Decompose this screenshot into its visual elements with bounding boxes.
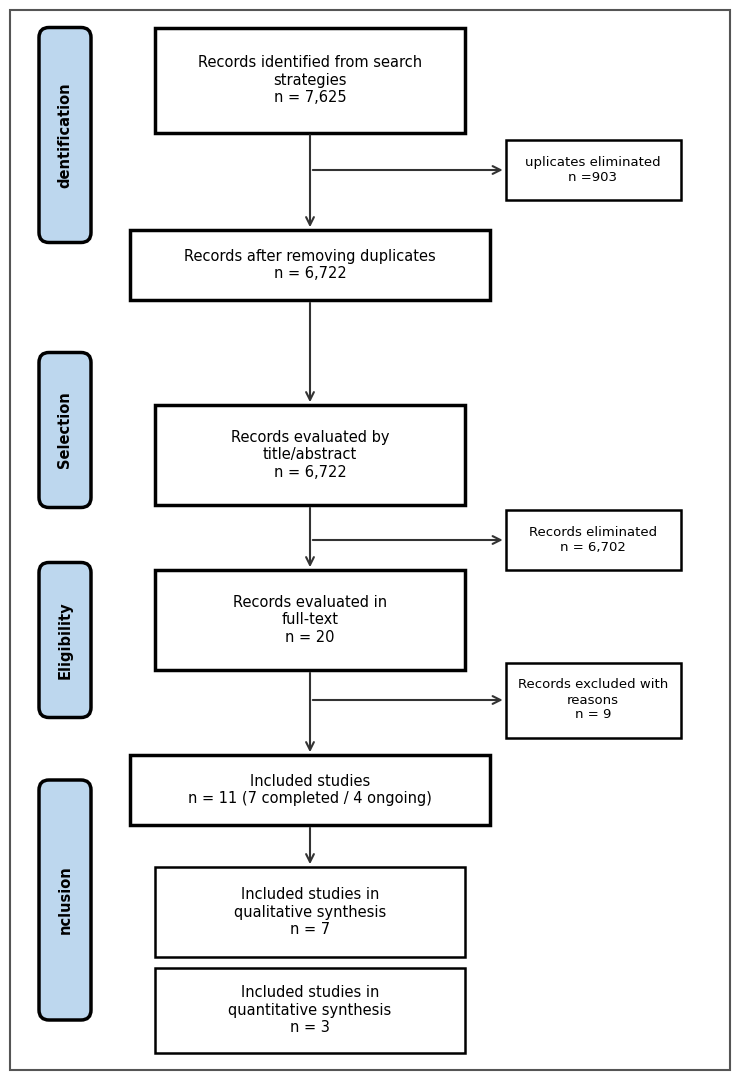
FancyBboxPatch shape — [39, 27, 91, 243]
Text: uplicates eliminated
n =903: uplicates eliminated n =903 — [525, 156, 661, 184]
Text: Records after removing duplicates
n = 6,722: Records after removing duplicates n = 6,… — [184, 248, 436, 281]
Bar — [130, 230, 490, 300]
Text: Eligibility: Eligibility — [58, 602, 73, 679]
Bar — [505, 662, 681, 738]
Text: dentification: dentification — [58, 82, 73, 188]
Bar — [155, 405, 465, 505]
Bar — [130, 755, 490, 825]
Text: Records evaluated by
title/abstract
n = 6,722: Records evaluated by title/abstract n = … — [231, 430, 389, 480]
Text: nclusion: nclusion — [58, 866, 73, 934]
Text: Records excluded with
reasons
n = 9: Records excluded with reasons n = 9 — [518, 678, 668, 721]
Bar — [505, 510, 681, 570]
Bar — [155, 968, 465, 1053]
Bar — [155, 27, 465, 133]
Text: Records identified from search
strategies
n = 7,625: Records identified from search strategie… — [198, 55, 422, 105]
Text: Records evaluated in
full-text
n = 20: Records evaluated in full-text n = 20 — [233, 595, 387, 645]
Text: Selection: Selection — [58, 392, 73, 469]
FancyBboxPatch shape — [39, 563, 91, 717]
Text: Included studies
n = 11 (7 completed / 4 ongoing): Included studies n = 11 (7 completed / 4… — [188, 773, 432, 806]
Text: Included studies in
qualitative synthesis
n = 7: Included studies in qualitative synthesi… — [234, 887, 386, 936]
Bar — [155, 867, 465, 957]
FancyBboxPatch shape — [39, 352, 91, 508]
Bar — [505, 140, 681, 200]
Text: Records eliminated
n = 6,702: Records eliminated n = 6,702 — [529, 526, 657, 554]
Text: Included studies in
quantitative synthesis
n = 3: Included studies in quantitative synthes… — [229, 985, 391, 1035]
FancyBboxPatch shape — [39, 780, 91, 1020]
Bar — [155, 570, 465, 670]
